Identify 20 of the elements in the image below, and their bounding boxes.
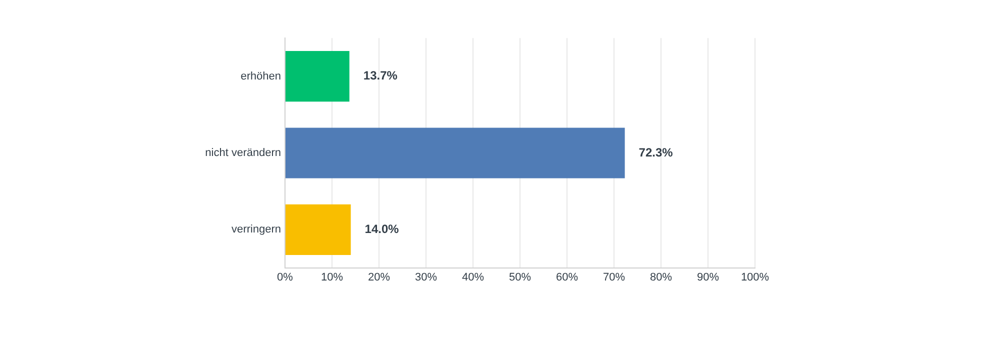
x-tick-label: 60% [556,272,578,284]
x-tick-label: 70% [602,272,626,284]
bar [286,204,351,255]
data-label: 14.0% [364,222,400,236]
x-tick-label: 40% [462,272,484,284]
bar [286,128,625,178]
bar [286,51,350,102]
x-tick-label: 0% [277,272,294,284]
x-tick-label: 50% [508,272,532,284]
x-tick-label: 10% [320,272,344,284]
data-label: 13.7% [363,68,398,83]
y-tick-label: erhöhen [240,70,281,82]
data-label: 72.3% [638,145,674,160]
x-tick-label: 90% [696,272,720,284]
x-tick-label: 20% [368,272,390,284]
x-tick-label: 100% [740,272,770,284]
x-tick-label: 80% [650,272,672,284]
y-tick-label: nicht verändern [205,147,281,160]
y-tick-label: verringern [231,224,281,236]
x-tick-label: 30% [414,272,438,284]
